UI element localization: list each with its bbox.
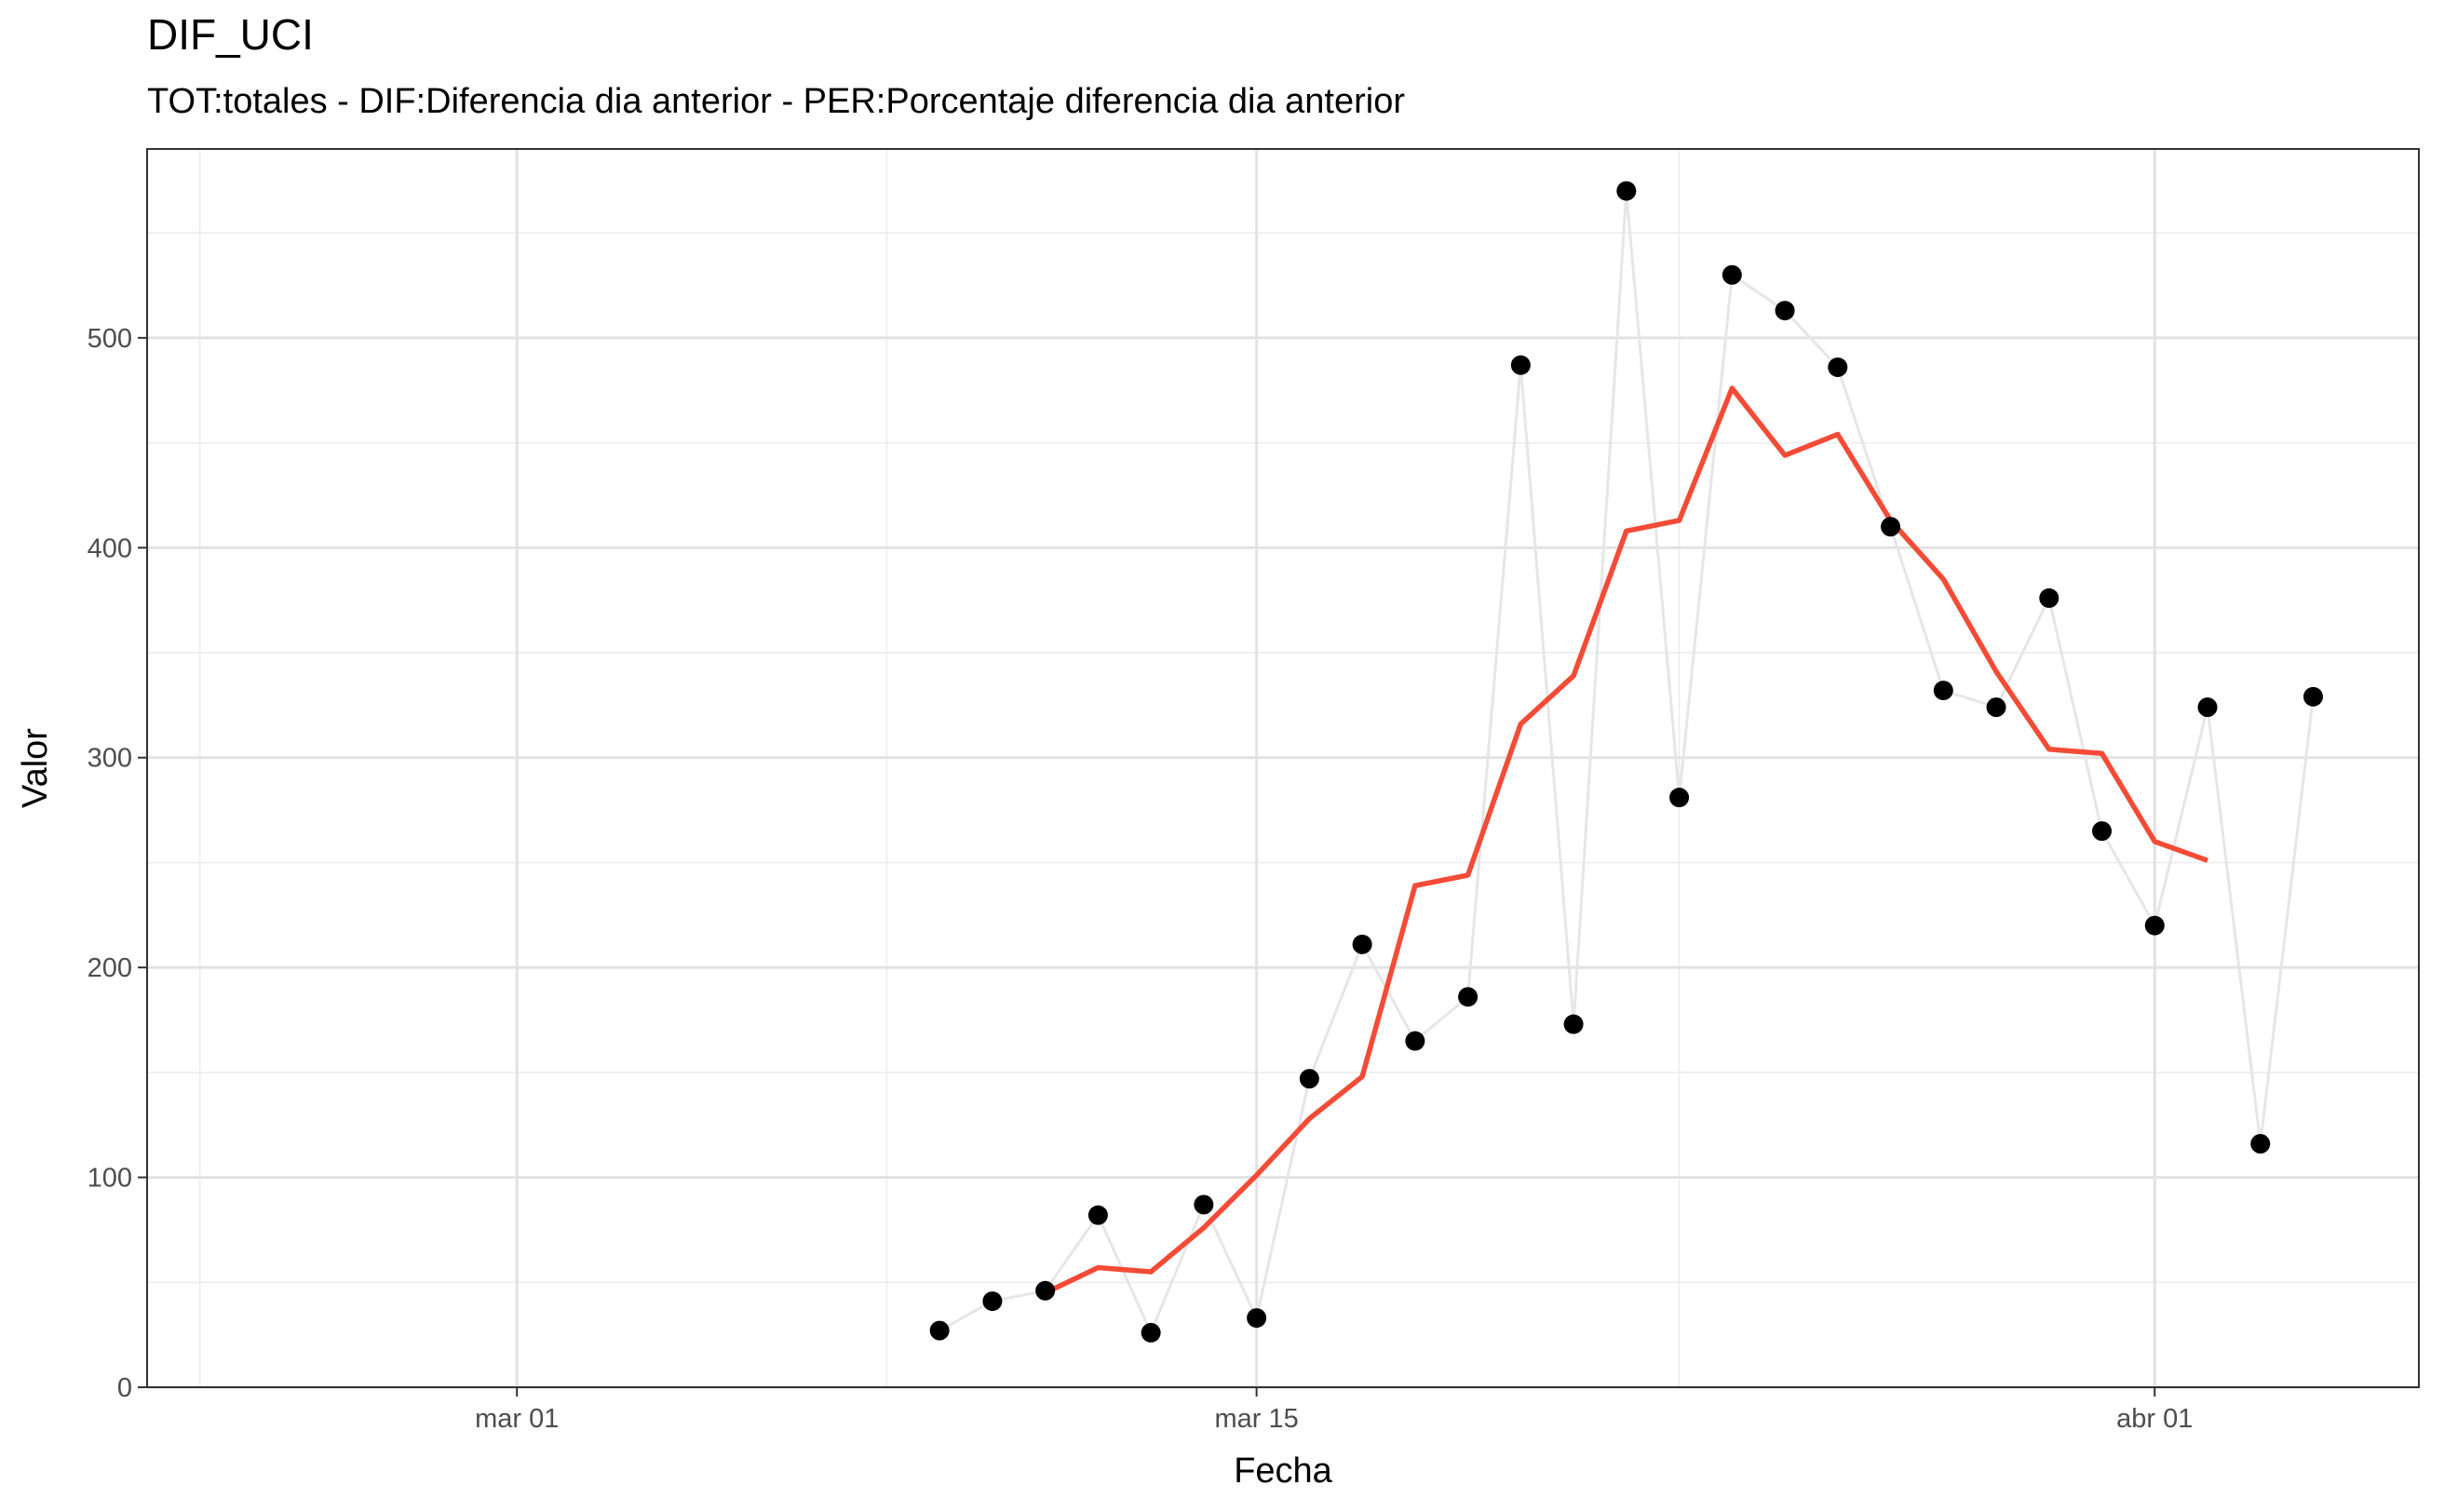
data-point xyxy=(1247,1308,1267,1329)
data-point xyxy=(1194,1195,1214,1215)
data-point xyxy=(1299,1069,1319,1089)
data-point xyxy=(2144,915,2165,936)
data-point xyxy=(1510,355,1531,375)
series-layer xyxy=(929,181,2324,1343)
data-point xyxy=(1352,934,1372,954)
data-point xyxy=(2303,686,2324,707)
data-point xyxy=(1087,1205,1108,1225)
panel-border xyxy=(146,148,2420,1388)
data-point xyxy=(1405,1031,1425,1051)
data-point xyxy=(1881,517,1901,537)
chart-subtitle: TOT:totales - DIF:Diferencia dia anterio… xyxy=(147,82,1406,121)
axis-ticks xyxy=(138,336,2156,1397)
data-point xyxy=(2092,821,2113,842)
data-point xyxy=(1616,181,1637,201)
data-point xyxy=(1986,697,2006,718)
rolling-average-line xyxy=(1044,385,2208,1296)
y-axis-title: Valor xyxy=(16,728,55,808)
x-tick-label: abr 01 xyxy=(2116,1404,2193,1434)
data-point xyxy=(1563,1014,1584,1034)
chart-title: DIF_UCI xyxy=(147,10,314,59)
data-point xyxy=(1828,357,1848,377)
data-point xyxy=(1458,987,1479,1007)
data-point xyxy=(1035,1280,1056,1301)
data-point xyxy=(1141,1322,1161,1343)
data-point xyxy=(2197,697,2218,718)
data-point xyxy=(1669,788,1690,808)
data-point xyxy=(2039,587,2059,608)
grid-minor xyxy=(147,149,2419,1387)
data-point xyxy=(1775,301,1795,321)
data-point xyxy=(1722,264,1742,285)
x-tick-label: mar 01 xyxy=(475,1404,559,1434)
y-tick-label: 100 xyxy=(88,1164,132,1194)
data-point xyxy=(2250,1134,2271,1154)
x-axis-title: Fecha xyxy=(1234,1451,1332,1491)
data-point xyxy=(1933,681,1953,701)
x-tick-label: mar 15 xyxy=(1214,1404,1298,1434)
y-tick-label: 0 xyxy=(117,1373,132,1403)
y-tick-label: 200 xyxy=(88,953,132,983)
data-point xyxy=(982,1291,1003,1312)
y-tick-label: 400 xyxy=(88,533,132,563)
data-point xyxy=(929,1320,950,1341)
axis-labels: mar 01 mar 15 abr 01 0 100 200 300 400 500 xyxy=(88,324,2194,1434)
y-tick-label: 300 xyxy=(88,744,132,774)
y-tick-label: 500 xyxy=(88,324,132,354)
